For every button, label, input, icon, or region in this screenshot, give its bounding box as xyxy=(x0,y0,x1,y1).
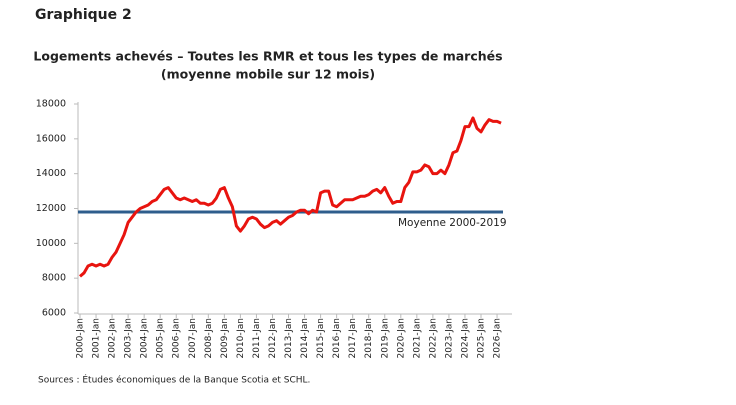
chart-title: Logements achevés – Toutes les RMR et to… xyxy=(33,49,502,64)
x-tick-label: 2008-Jan xyxy=(204,318,214,359)
x-tick-label: 2002-Jan xyxy=(108,318,118,359)
x-tick-label: 2023-Jan xyxy=(444,318,454,359)
x-tick-label: 2007-Jan xyxy=(188,318,198,359)
source: Sources : Études économiques de la Banqu… xyxy=(38,374,310,386)
y-tick-label: 14000 xyxy=(36,168,66,179)
x-tick-label: 2022-Jan xyxy=(428,318,438,359)
x-tick-label: 2014-Jan xyxy=(300,318,310,359)
data-line xyxy=(79,116,502,278)
y-tick-label: 6000 xyxy=(42,308,66,319)
x-tick-label: 2019-Jan xyxy=(380,318,390,359)
x-tick-label: 2012-Jan xyxy=(268,318,278,359)
header: Graphique 2 xyxy=(35,7,132,23)
y-tick-label: 16000 xyxy=(36,133,66,144)
y-tick-label: 18000 xyxy=(36,99,66,110)
x-tick-label: 2011-Jan xyxy=(252,318,262,359)
x-tick-label: 2020-Jan xyxy=(396,318,406,359)
x-tick-label: 2017-Jan xyxy=(348,318,358,359)
y-tick-label: 10000 xyxy=(36,238,66,249)
x-tick-label: 2004-Jan xyxy=(140,318,150,359)
x-tick-label: 2018-Jan xyxy=(364,318,374,359)
x-tick-label: 2024-Jan xyxy=(460,318,470,359)
x-tick-label: 2006-Jan xyxy=(172,318,182,359)
average-label: Moyenne 2000-2019 xyxy=(398,217,507,229)
x-tick-label: 2015-Jan xyxy=(316,318,326,359)
x-tick-label: 2009-Jan xyxy=(220,318,230,359)
x-tick-label: 2001-Jan xyxy=(92,318,102,359)
x-tick-label: 2025-Jan xyxy=(477,318,487,359)
x-tick-label: 2003-Jan xyxy=(124,318,134,359)
x-tick-label: 2013-Jan xyxy=(284,318,294,359)
chart-subtitle: (moyenne mobile sur 12 mois) xyxy=(161,67,375,82)
y-tick-label: 12000 xyxy=(36,203,66,214)
x-tick-label: 2021-Jan xyxy=(412,318,422,359)
y-tick-label: 8000 xyxy=(42,273,66,284)
x-tick-label: 2000-Jan xyxy=(76,318,86,359)
x-tick-label: 2016-Jan xyxy=(332,318,342,359)
x-tick-label: 2005-Jan xyxy=(156,318,166,359)
x-tick-label: 2010-Jan xyxy=(236,318,246,359)
x-tick-label: 2026-Jan xyxy=(493,318,503,359)
